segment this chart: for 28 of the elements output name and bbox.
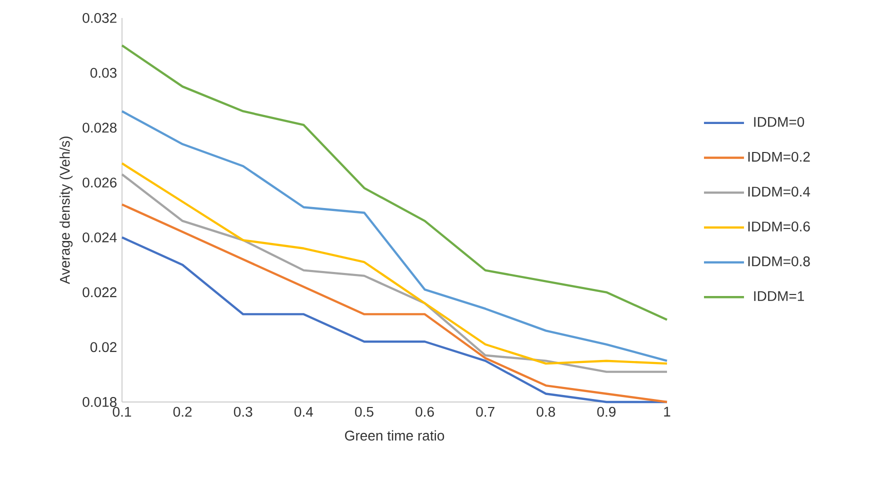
legend-label: IDDM=1 [754, 291, 804, 301]
legend-label: IDDM=0 [754, 116, 804, 127]
x-tick-label: 0.7 [476, 406, 494, 417]
x-tick-label: 0.8 [536, 406, 556, 417]
legend-label: IDDM=0.8 [748, 256, 810, 266]
y-tick-label: 0.028 [82, 122, 117, 133]
y-tick-label: 0.032 [82, 13, 116, 23]
legend-label: IDDM=0.2 [748, 152, 810, 162]
x-tick-label: 0.3 [234, 406, 252, 417]
y-tick-label: 0.018 [82, 397, 117, 407]
y-tick-label: 0.03 [90, 68, 117, 78]
x-tick-label: 0.9 [597, 406, 616, 417]
x-tick-label: 0.5 [355, 406, 374, 417]
x-tick-label: 0.4 [294, 406, 313, 417]
x-tick-label: 0.2 [173, 406, 192, 417]
y-tick-label: 0.026 [82, 178, 117, 188]
line-series [120, 44, 668, 321]
x-tick-label: 1 [664, 406, 670, 416]
y-tick-label: 0.024 [82, 232, 117, 242]
y-tick-label: 0.02 [90, 342, 116, 352]
x-tick-label: 0.1 [112, 406, 132, 417]
legend-label: IDDM=0.6 [748, 222, 810, 232]
y-tick-label: 0.022 [82, 287, 116, 298]
legend-label: IDDM=0.4 [748, 186, 810, 197]
x-axis-title: Green time ratio [345, 430, 444, 441]
line-series [120, 110, 668, 362]
y-axis-title: Average density (Veh/s) [60, 136, 73, 284]
x-tick-label: 0.6 [416, 406, 434, 417]
